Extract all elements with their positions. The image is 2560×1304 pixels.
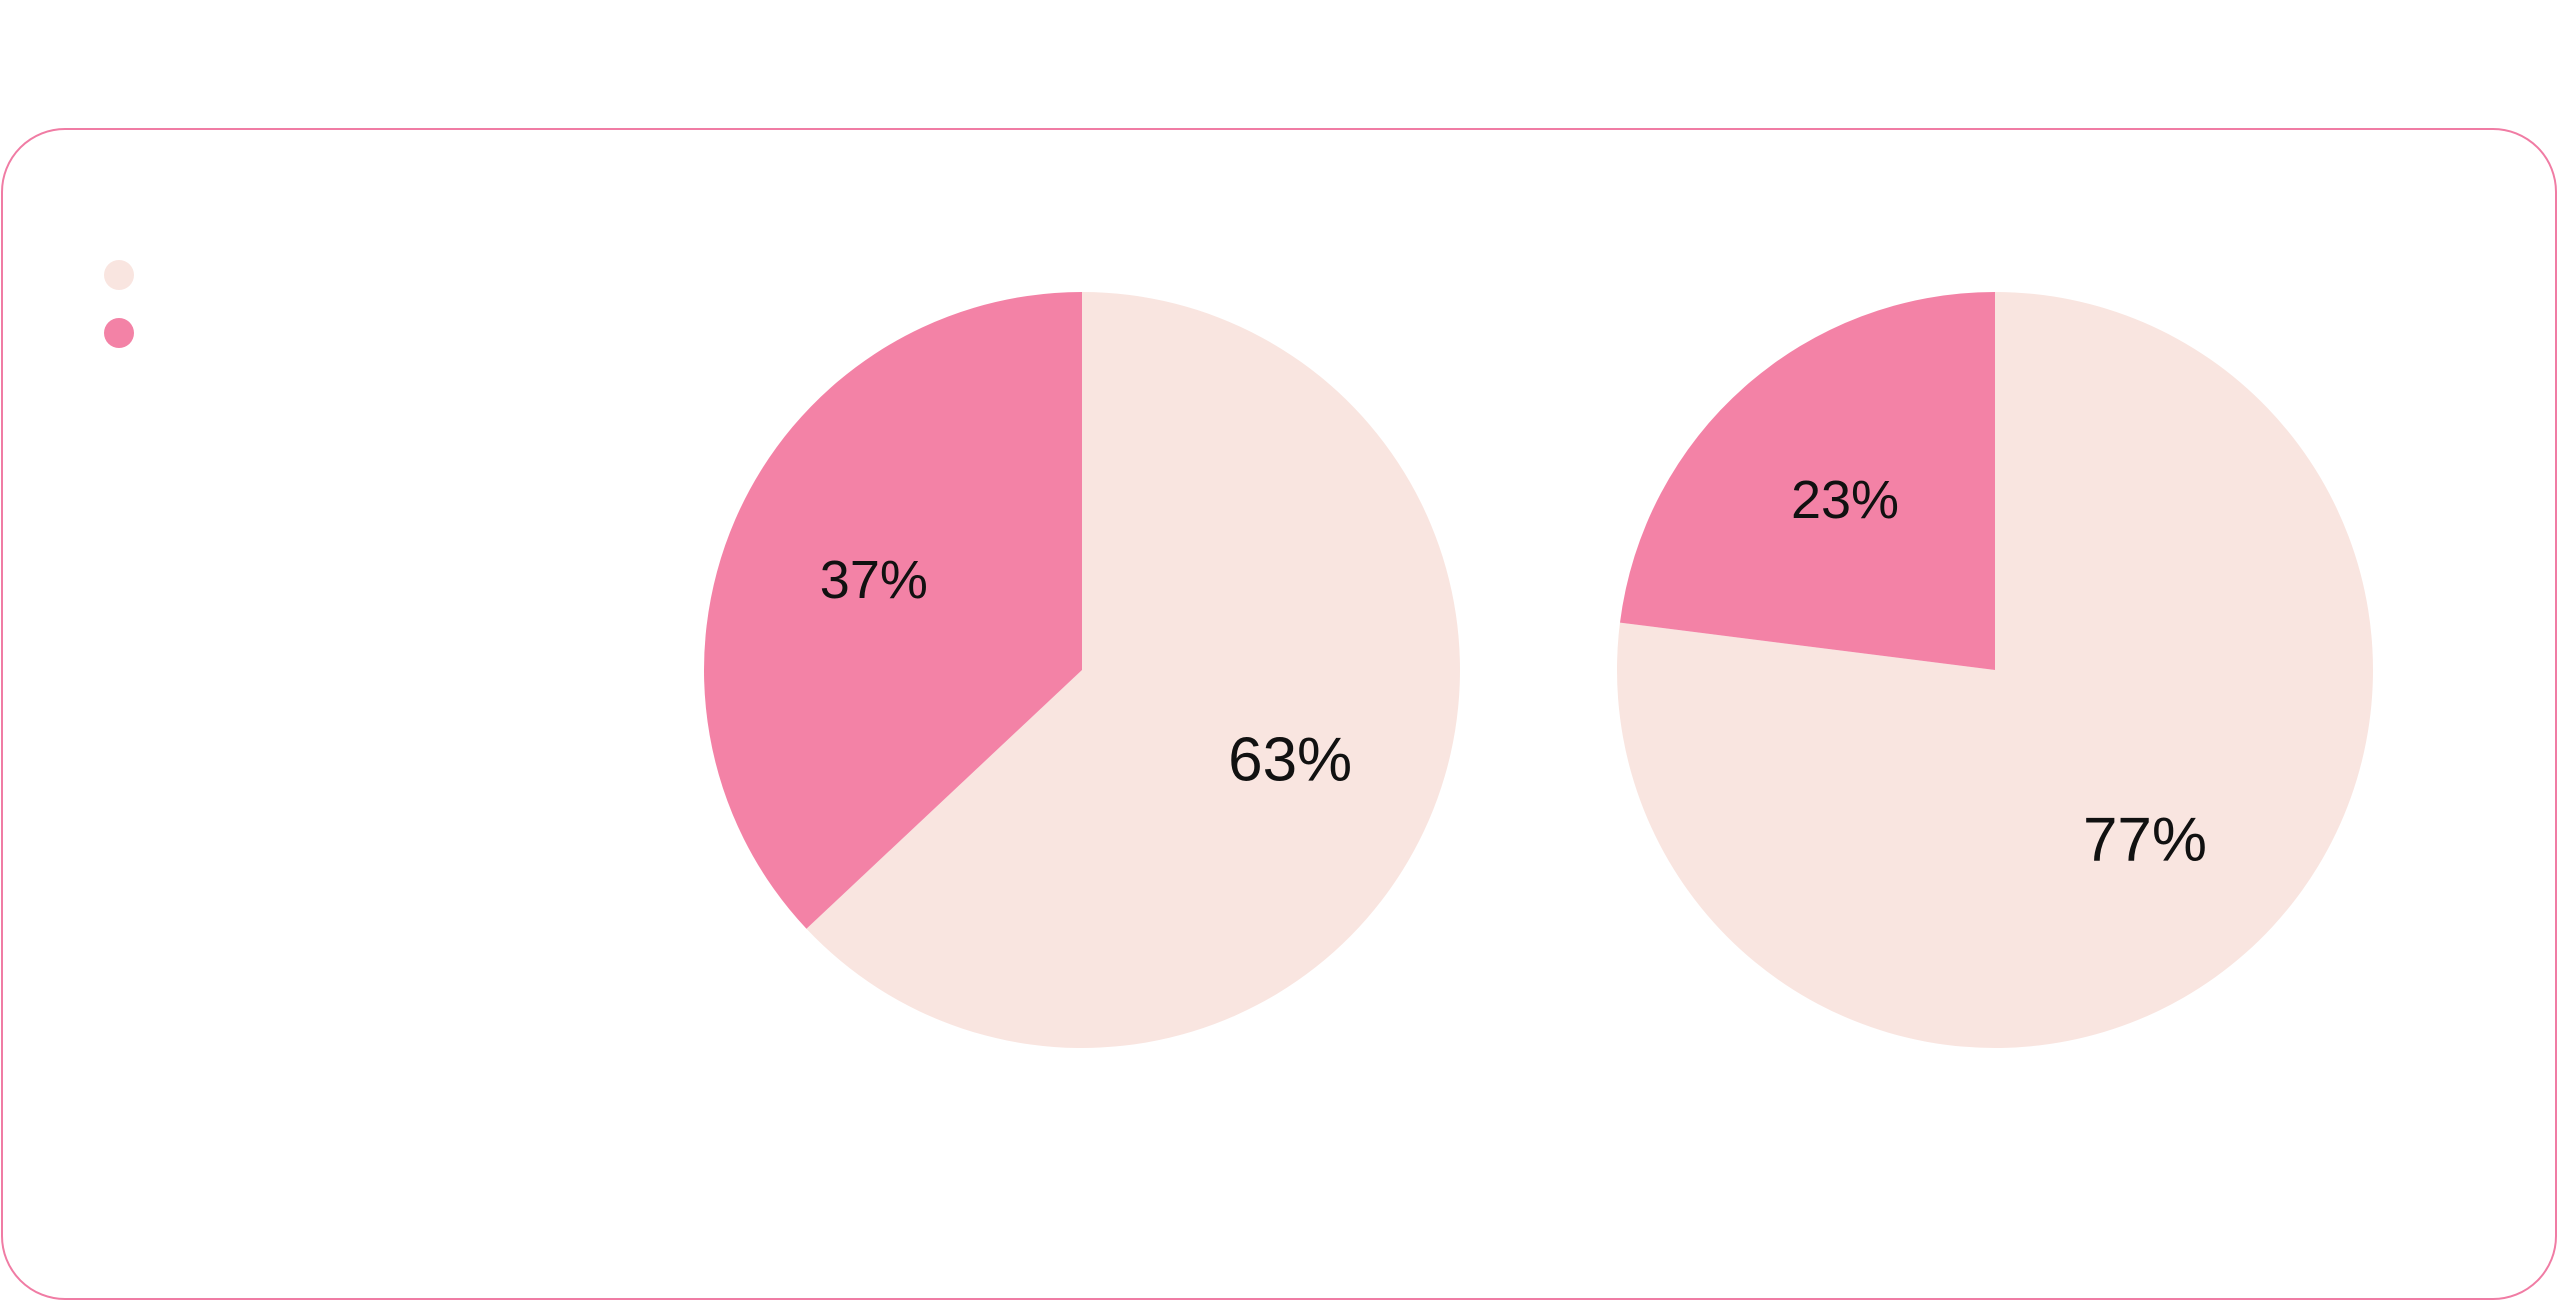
pie-2-slice-1-label: 77% [2083,806,2207,875]
pie-1-slice-1[interactable] [806,292,1460,1048]
legend [104,260,148,376]
pie-2-slice-2-label: 23% [1791,470,1899,530]
legend-item-light[interactable] [104,260,148,290]
pie-1-slice-1-label: 63% [1228,726,1352,795]
pie-2: 77% 23% [1617,291,2373,1048]
pie-1-slice-2[interactable] [703,292,1082,929]
pie-2-slice-2[interactable] [1619,291,1995,670]
pie-1: 63% 37% [703,292,1460,1048]
pie-2-slice-1[interactable] [1617,292,2373,1048]
legend-swatch-pink [104,318,134,348]
legend-swatch-light [104,260,134,290]
pie-1-slice-2-label: 37% [820,550,928,610]
legend-item-pink[interactable] [104,318,148,348]
